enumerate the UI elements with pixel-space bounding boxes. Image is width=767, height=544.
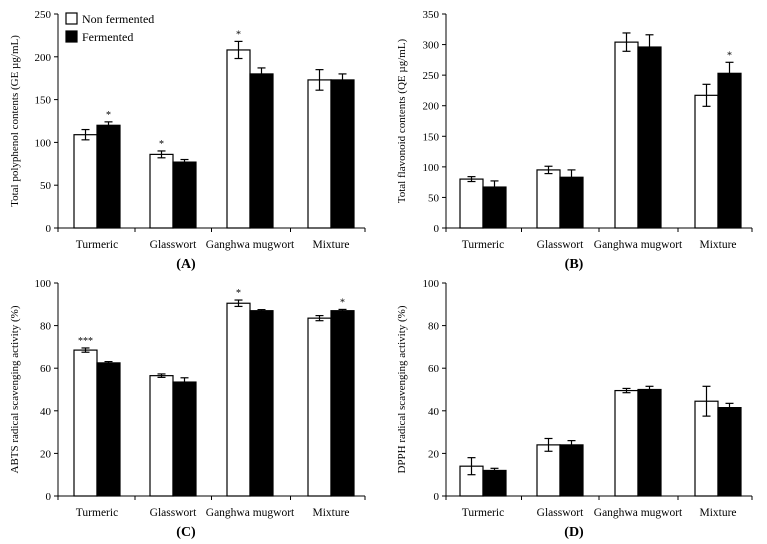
y-tick-label: 150 xyxy=(35,95,52,107)
bar-non-fermented xyxy=(73,134,98,229)
y-tick-label: 0 xyxy=(46,491,52,503)
significance-mark: * xyxy=(727,50,732,61)
legend-swatch xyxy=(65,12,78,25)
legend-entry: Fermented xyxy=(82,30,133,44)
x-category-label: Ganghwa mugwort xyxy=(206,507,295,519)
bar-non-fermented xyxy=(614,41,639,229)
y-tick-label: 50 xyxy=(428,192,440,204)
panel-label: (C) xyxy=(176,525,196,540)
y-tick-label: 250 xyxy=(35,9,52,21)
y-axis-title: DPPH radical scavenging activity (%) xyxy=(396,305,408,473)
bar-fermented xyxy=(637,46,662,229)
bar-non-fermented xyxy=(226,49,251,229)
legend: Non fermented Fermented xyxy=(65,12,154,44)
x-category-label: Ganghwa mugwort xyxy=(594,239,683,251)
y-tick-label: 80 xyxy=(40,321,52,333)
bar-fermented xyxy=(482,469,507,497)
x-category-label: Mixture xyxy=(699,239,736,251)
y-tick-label: 150 xyxy=(423,131,440,143)
significance-mark: * xyxy=(106,110,111,121)
bar-fermented xyxy=(249,310,274,497)
bar-non-fermented xyxy=(149,153,174,229)
bar-fermented xyxy=(559,444,584,497)
y-tick-label: 80 xyxy=(428,321,440,333)
panel-label: (A) xyxy=(176,257,196,272)
bar-non-fermented xyxy=(459,178,484,229)
bar-non-fermented xyxy=(536,444,561,497)
panel-label: (D) xyxy=(564,525,584,540)
significance-mark: * xyxy=(159,139,164,150)
bar-non-fermented xyxy=(307,79,332,229)
significance-mark: * xyxy=(340,297,345,308)
y-tick-label: 100 xyxy=(35,137,52,149)
x-category-label: Glasswort xyxy=(537,239,584,251)
x-category-label: Glasswort xyxy=(150,239,197,251)
y-axis-title: ABTS radical scavenging activity (%) xyxy=(9,305,21,473)
y-tick-label: 20 xyxy=(40,448,52,460)
bar-fermented xyxy=(330,79,355,229)
bar-non-fermented xyxy=(694,94,719,229)
bar-fermented xyxy=(96,124,121,229)
y-tick-label: 100 xyxy=(423,278,440,290)
x-category-label: Ganghwa mugwort xyxy=(594,507,683,519)
x-category-label: Ganghwa mugwort xyxy=(206,239,295,251)
bar-fermented xyxy=(637,388,662,497)
bar-non-fermented xyxy=(307,317,332,497)
x-category-label: Turmeric xyxy=(76,239,118,251)
bar-fermented xyxy=(96,362,121,497)
bar-non-fermented xyxy=(73,349,98,497)
chart-panel-3: 0 20 40 60 80 100 ABTS radical scavenging acti… xyxy=(9,278,366,540)
bar-non-fermented xyxy=(149,375,174,497)
y-axis-title: Total polyphenol contents (GE µg/mL) xyxy=(9,35,21,207)
bar-fermented xyxy=(172,381,197,497)
y-tick-label: 20 xyxy=(428,448,440,460)
panel-label: (B) xyxy=(565,257,584,272)
y-tick-label: 350 xyxy=(423,9,440,21)
significance-mark: *** xyxy=(78,336,93,347)
y-tick-label: 60 xyxy=(428,363,440,375)
bar-fermented xyxy=(330,310,355,497)
legend-swatch xyxy=(65,30,78,43)
chart-panel-4: 0 20 40 60 80 100 DPPH radical scavenging acti… xyxy=(396,278,753,540)
significance-mark: * xyxy=(236,29,241,40)
significance-mark: * xyxy=(236,288,241,299)
bar-fermented xyxy=(717,407,742,497)
y-tick-label: 0 xyxy=(46,223,52,235)
bar-non-fermented xyxy=(226,302,251,497)
y-tick-label: 40 xyxy=(428,406,440,418)
x-category-label: Glasswort xyxy=(537,507,584,519)
x-category-label: Mixture xyxy=(312,507,349,519)
y-tick-label: 200 xyxy=(423,101,440,113)
x-category-label: Turmeric xyxy=(462,507,504,519)
y-tick-label: 100 xyxy=(423,162,440,174)
y-tick-label: 0 xyxy=(434,223,440,235)
chart-panel-1: 0 50 100 150 200 250 Total polyphenol contents… xyxy=(9,9,366,272)
legend-entry: Non fermented xyxy=(82,12,154,26)
bar-fermented xyxy=(172,161,197,229)
bar-non-fermented xyxy=(536,169,561,229)
bar-fermented xyxy=(717,72,742,229)
y-tick-label: 250 xyxy=(423,70,440,82)
y-tick-label: 0 xyxy=(434,491,440,503)
bar-fermented xyxy=(249,73,274,229)
y-tick-label: 50 xyxy=(40,180,52,192)
x-category-label: Glasswort xyxy=(150,507,197,519)
y-tick-label: 300 xyxy=(423,40,440,52)
y-axis-title: Total flavonoid contents (QE µg/mL) xyxy=(396,38,408,203)
x-category-label: Turmeric xyxy=(462,239,504,251)
bar-non-fermented xyxy=(614,389,639,497)
y-tick-label: 200 xyxy=(35,52,52,64)
x-category-label: Mixture xyxy=(699,507,736,519)
chart-panel-2: 0 50 100 150 200 250 300 350 Total flavonoid con… xyxy=(396,9,753,272)
y-tick-label: 60 xyxy=(40,363,52,375)
x-category-label: Mixture xyxy=(312,239,349,251)
x-category-label: Turmeric xyxy=(76,507,118,519)
y-tick-label: 40 xyxy=(40,406,52,418)
y-tick-label: 100 xyxy=(35,278,52,290)
